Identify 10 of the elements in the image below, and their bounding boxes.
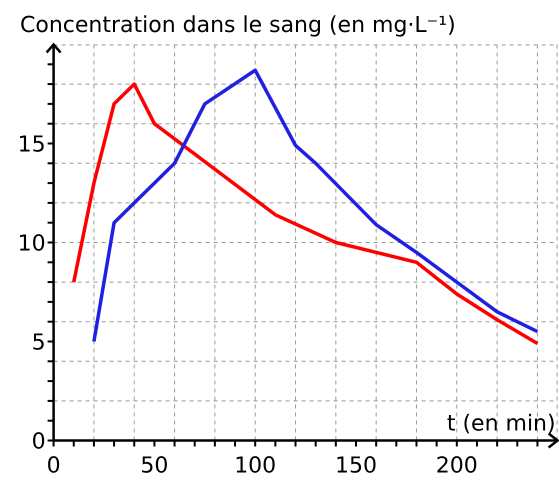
x-tick-label: 200 — [436, 454, 478, 478]
y-axis-title: Concentration dans le sang (en mg·L⁻¹) — [20, 13, 456, 38]
x-tick-label: 50 — [140, 454, 168, 478]
y-tick-label: 10 — [18, 232, 46, 256]
x-tick-label: 100 — [234, 454, 276, 478]
x-tick-label: 150 — [335, 454, 377, 478]
x-axis-title: t (en min) — [446, 412, 556, 436]
y-tick-label: 0 — [32, 430, 46, 454]
y-tick-label: 5 — [32, 330, 46, 356]
y-tick-label: 15 — [18, 132, 46, 158]
